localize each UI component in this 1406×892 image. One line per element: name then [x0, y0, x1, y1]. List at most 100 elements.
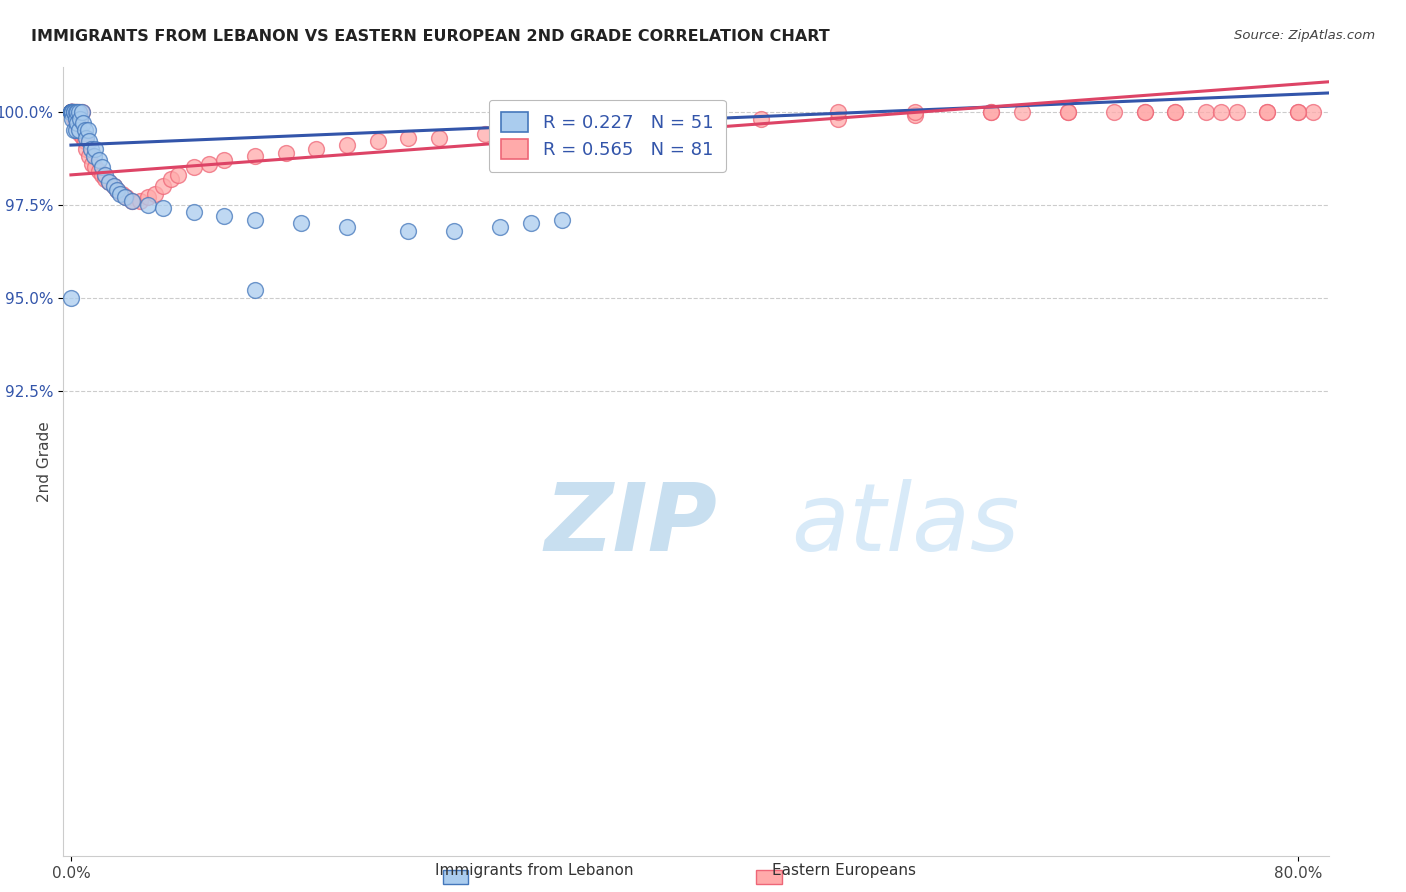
Point: [110, 186, 132, 201]
Point: [183, 205, 205, 219]
Text: atlas: atlas: [790, 479, 1019, 570]
Text: ZIP: ZIP: [544, 479, 717, 571]
Point: [93, 168, 115, 182]
Point: [63, 104, 86, 119]
Point: [59, 104, 82, 119]
Point: [62, 104, 84, 119]
Point: [87, 153, 110, 167]
Point: [305, 142, 328, 156]
Point: [1164, 104, 1187, 119]
Point: [183, 161, 205, 175]
Point: [489, 220, 512, 235]
Point: [1133, 104, 1156, 119]
Point: [121, 194, 143, 208]
Point: [214, 209, 236, 223]
Point: [98, 175, 121, 189]
Point: [59, 104, 82, 119]
Point: [90, 168, 112, 182]
Point: [70, 104, 93, 119]
Point: [136, 190, 159, 204]
Point: [98, 175, 121, 189]
Point: [67, 123, 90, 137]
Point: [76, 123, 98, 137]
Point: [79, 134, 101, 148]
Point: [63, 104, 86, 119]
Point: [1164, 104, 1187, 119]
Point: [1057, 104, 1080, 119]
Point: [73, 134, 96, 148]
Point: [980, 104, 1002, 119]
Point: [67, 104, 90, 119]
Point: [1133, 104, 1156, 119]
Point: [159, 171, 181, 186]
Point: [443, 224, 465, 238]
Point: [72, 130, 94, 145]
Point: [87, 164, 110, 178]
Point: [152, 202, 174, 216]
Point: [336, 138, 359, 153]
Point: [59, 104, 82, 119]
Point: [63, 104, 86, 119]
Text: IMMIGRANTS FROM LEBANON VS EASTERN EUROPEAN 2ND GRADE CORRELATION CHART: IMMIGRANTS FROM LEBANON VS EASTERN EUROP…: [31, 29, 830, 44]
Point: [396, 130, 419, 145]
Point: [59, 104, 82, 119]
Point: [520, 216, 543, 230]
Point: [105, 183, 128, 197]
Point: [214, 153, 236, 167]
Point: [1286, 104, 1309, 119]
Point: [65, 116, 87, 130]
Point: [1256, 104, 1278, 119]
Point: [67, 104, 90, 119]
Point: [1057, 104, 1080, 119]
Point: [114, 190, 136, 204]
Point: [59, 104, 82, 119]
Point: [66, 104, 89, 119]
Point: [69, 112, 91, 126]
Point: [84, 142, 107, 156]
Point: [70, 104, 93, 119]
Point: [827, 104, 849, 119]
Point: [62, 104, 84, 119]
Point: [103, 179, 125, 194]
Point: [59, 104, 82, 119]
Text: Source: ZipAtlas.com: Source: ZipAtlas.com: [1234, 29, 1375, 42]
Point: [65, 112, 87, 126]
Point: [69, 112, 91, 126]
Point: [129, 194, 152, 208]
Point: [65, 104, 87, 119]
Point: [79, 149, 101, 163]
Point: [243, 212, 266, 227]
Point: [103, 179, 125, 194]
Point: [143, 186, 166, 201]
Point: [121, 194, 143, 208]
Point: [59, 104, 82, 119]
Point: [93, 171, 115, 186]
Point: [62, 104, 84, 119]
Point: [63, 104, 86, 119]
Point: [75, 142, 97, 156]
Point: [62, 104, 84, 119]
Point: [565, 123, 588, 137]
Point: [749, 112, 772, 126]
Point: [427, 130, 450, 145]
Point: [73, 123, 96, 137]
Point: [59, 104, 82, 119]
Point: [274, 145, 297, 160]
Point: [108, 186, 131, 201]
Text: Immigrants from Lebanon: Immigrants from Lebanon: [434, 863, 634, 878]
Point: [66, 104, 89, 119]
Point: [612, 120, 634, 134]
Point: [65, 104, 87, 119]
Point: [115, 190, 138, 204]
Point: [1195, 104, 1218, 119]
Point: [80, 142, 103, 156]
Point: [63, 112, 86, 126]
Point: [62, 112, 84, 126]
Text: Eastern Europeans: Eastern Europeans: [772, 863, 915, 878]
Point: [152, 179, 174, 194]
Point: [243, 149, 266, 163]
Point: [75, 130, 97, 145]
Point: [243, 283, 266, 297]
Point: [72, 116, 94, 130]
Point: [62, 104, 84, 119]
